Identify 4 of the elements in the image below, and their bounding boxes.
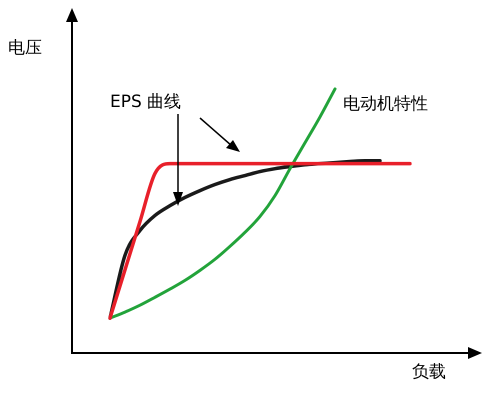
y-axis-title: 电压 [8,37,42,59]
annotation: EPS 曲线 [110,91,182,113]
series-label: 电动机特性 [343,93,428,115]
x-axis-title: 负载 [412,361,446,383]
